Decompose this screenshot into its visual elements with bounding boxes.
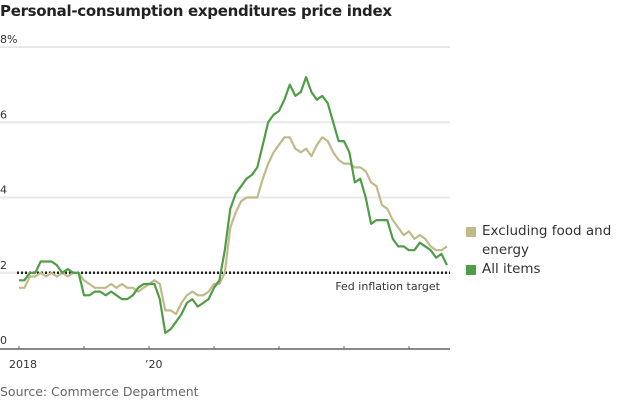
series-line-all: [19, 75, 448, 334]
chart-title: Personal-consumption expenditures price …: [0, 2, 392, 20]
legend-label-core: Excluding food and energy: [482, 223, 612, 258]
chart-legend: Excluding food and energy All items: [466, 222, 616, 279]
legend-swatch-core: [466, 227, 476, 237]
x-tick-label: 2018: [9, 358, 37, 371]
legend-swatch-all: [466, 265, 476, 275]
series-line-core: [19, 136, 448, 316]
y-tick-label: 6: [0, 108, 7, 121]
y-tick-label: 2: [0, 259, 7, 272]
legend-item-all: All items: [466, 260, 616, 279]
legend-item-core: Excluding food and energy: [466, 222, 616, 260]
y-tick-label: 4: [0, 184, 7, 197]
fed-target-label: Fed inflation target: [335, 280, 440, 293]
source-note: Source: Commerce Department: [0, 384, 199, 399]
y-tick-label: 8%: [0, 33, 17, 46]
y-tick-label: 0: [0, 334, 7, 347]
x-tick-label: ’20: [145, 358, 163, 371]
legend-label-all: All items: [482, 261, 541, 277]
